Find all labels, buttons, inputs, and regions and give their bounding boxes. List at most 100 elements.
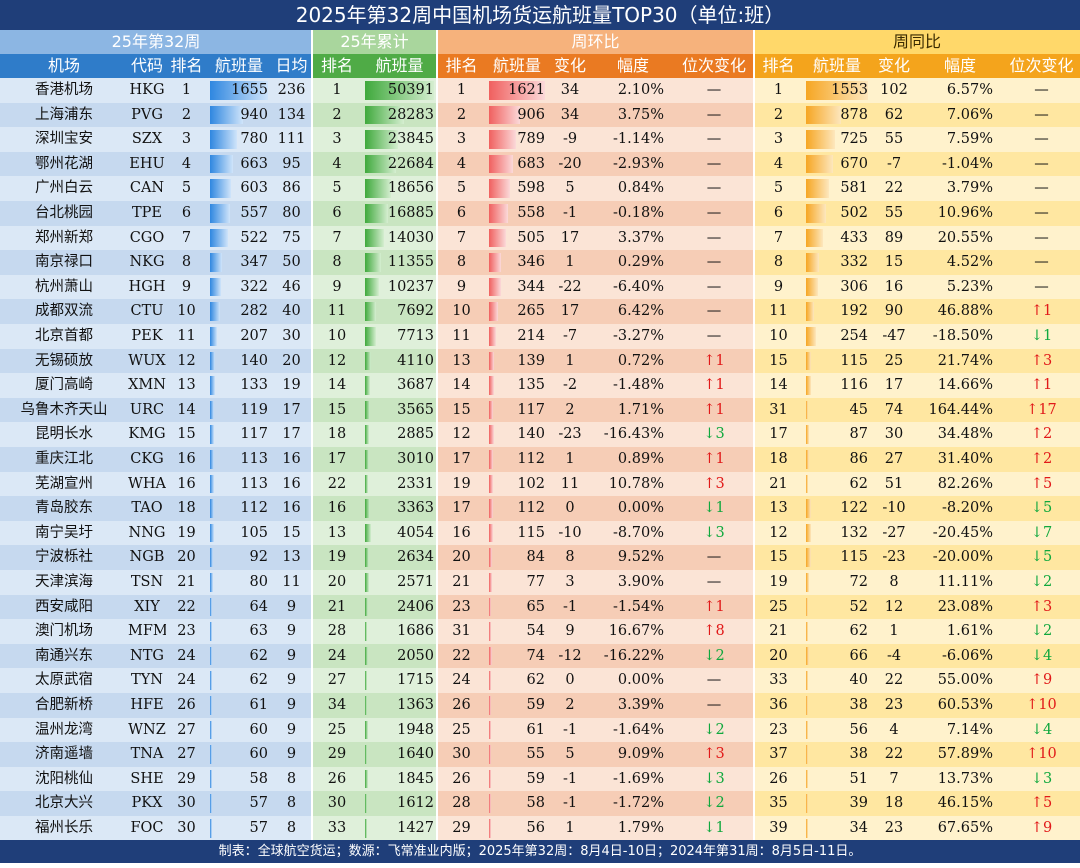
value-bar (210, 720, 213, 740)
cell-cum-rank: 7 (312, 225, 362, 251)
cell-yoy-flights: 670 (803, 151, 871, 177)
cell-yoy-rank: 23 (754, 717, 803, 743)
cell-yoy-change: 62 (871, 102, 917, 128)
value-bar (806, 720, 809, 740)
cell-yoy-rank: 12 (754, 520, 803, 546)
cell-code: CGO (128, 225, 166, 251)
value-bar (806, 327, 817, 346)
value-bar (489, 769, 492, 789)
cell-yoy-rank: 33 (754, 668, 803, 693)
cell-wow-flights: 77 (486, 570, 548, 595)
cell-daily: 17 (271, 397, 312, 423)
cell-wow-change: 1 (548, 447, 592, 472)
cell-wow-position: — (674, 225, 754, 251)
cell-wow-flights: 65 (486, 594, 548, 620)
cell-daily: 16 (271, 447, 312, 472)
cell-yoy-position: ↑1 (1003, 373, 1080, 398)
cell-wow-flights: 59 (486, 693, 548, 718)
cell-wow-pct: -1.54% (592, 594, 674, 620)
cell-wow-pct: 0.72% (592, 348, 674, 374)
cell-value: 92 (249, 549, 268, 566)
cell-flights: 140 (207, 348, 271, 374)
cell-value: 112 (517, 451, 545, 467)
cell-code: MFM (128, 619, 166, 644)
cell-yoy-change: 4 (871, 717, 917, 743)
cell-wow-change: -12 (548, 643, 592, 669)
cell-yoy-position: — (1003, 151, 1080, 177)
cell-wow-flights: 112 (486, 496, 548, 521)
cell-flights: 663 (207, 151, 271, 177)
cell-wow-rank: 26 (437, 766, 486, 792)
cell-value: 80 (249, 574, 268, 590)
cell-yoy-position: — (1003, 274, 1080, 300)
cell-rank: 27 (166, 742, 207, 767)
col-header-yoy-rank: 排名 (754, 54, 803, 78)
value-bar (365, 204, 389, 223)
cell-value: 2634 (397, 549, 434, 566)
cell-value: 18656 (387, 180, 434, 197)
cell-wow-pct: 16.67% (592, 619, 674, 644)
value-bar (365, 81, 434, 100)
cell-value: 1553 (831, 82, 868, 98)
cell-yoy-flights: 192 (803, 299, 871, 324)
cell-wow-position: — (674, 176, 754, 201)
cell-wow-position: — (674, 274, 754, 300)
cell-flights: 207 (207, 324, 271, 349)
cell-wow-change: 8 (548, 545, 592, 570)
value-bar (210, 425, 215, 444)
cell-wow-change: 5 (548, 742, 592, 767)
cell-value: 132 (840, 524, 868, 541)
cell-airport: 宁波栎社 (0, 545, 128, 570)
cell-value: 135 (517, 377, 545, 394)
cell-value: 51 (849, 770, 868, 787)
cell-yoy-change: 89 (871, 225, 917, 251)
cell-yoy-change: 8 (871, 570, 917, 595)
cell-value: 45 (849, 401, 868, 418)
cell-yoy-rank: 35 (754, 791, 803, 816)
cell-yoy-rank: 39 (754, 816, 803, 841)
cell-wow-position: — (674, 668, 754, 693)
cell-wow-rank: 11 (437, 324, 486, 349)
cell-value: 192 (840, 303, 868, 320)
cell-yoy-pct: 46.88% (917, 299, 1003, 324)
cell-daily: 134 (271, 102, 312, 128)
cell-rank: 30 (166, 791, 207, 816)
cell-yoy-change: 51 (871, 471, 917, 497)
value-bar (210, 450, 214, 469)
cell-rank: 15 (166, 422, 207, 447)
cell-wow-pct: -3.27% (592, 324, 674, 349)
cell-code: SZX (128, 127, 166, 152)
value-bar (365, 745, 368, 764)
cell-value: 112 (240, 500, 268, 517)
cell-yoy-rank: 25 (754, 594, 803, 620)
value-bar (365, 351, 371, 371)
col-header-airport: 机场 (0, 54, 128, 78)
value-bar (210, 204, 230, 223)
cell-wow-rank: 30 (437, 742, 486, 767)
cell-flights: 112 (207, 496, 271, 521)
cell-yoy-flights: 132 (803, 520, 871, 546)
cell-yoy-pct: 82.26% (917, 471, 1003, 497)
cell-cum-flights: 1640 (362, 742, 437, 767)
cell-daily: 95 (271, 151, 312, 177)
cell-wow-rank: 28 (437, 791, 486, 816)
col-header-yoy-pct: 幅度 (917, 54, 1003, 78)
cell-wow-flights: 344 (486, 274, 548, 300)
cell-cum-rank: 14 (312, 373, 362, 398)
cell-code: NTG (128, 643, 166, 669)
cell-airport: 深圳宝安 (0, 127, 128, 152)
cell-airport: 澳门机场 (0, 619, 128, 644)
cell-wow-flights: 74 (486, 643, 548, 669)
cell-value: 322 (240, 278, 268, 295)
cell-yoy-change: 1 (871, 619, 917, 644)
cell-daily: 86 (271, 176, 312, 201)
cell-value: 3363 (397, 500, 434, 517)
cell-value: 1621 (508, 82, 545, 98)
cell-wow-rank: 19 (437, 471, 486, 497)
cell-cum-flights: 2634 (362, 545, 437, 570)
cell-rank: 22 (166, 594, 207, 620)
value-bar (489, 351, 494, 371)
cell-wow-flights: 346 (486, 250, 548, 275)
value-bar (489, 474, 493, 494)
value-bar (489, 154, 513, 174)
